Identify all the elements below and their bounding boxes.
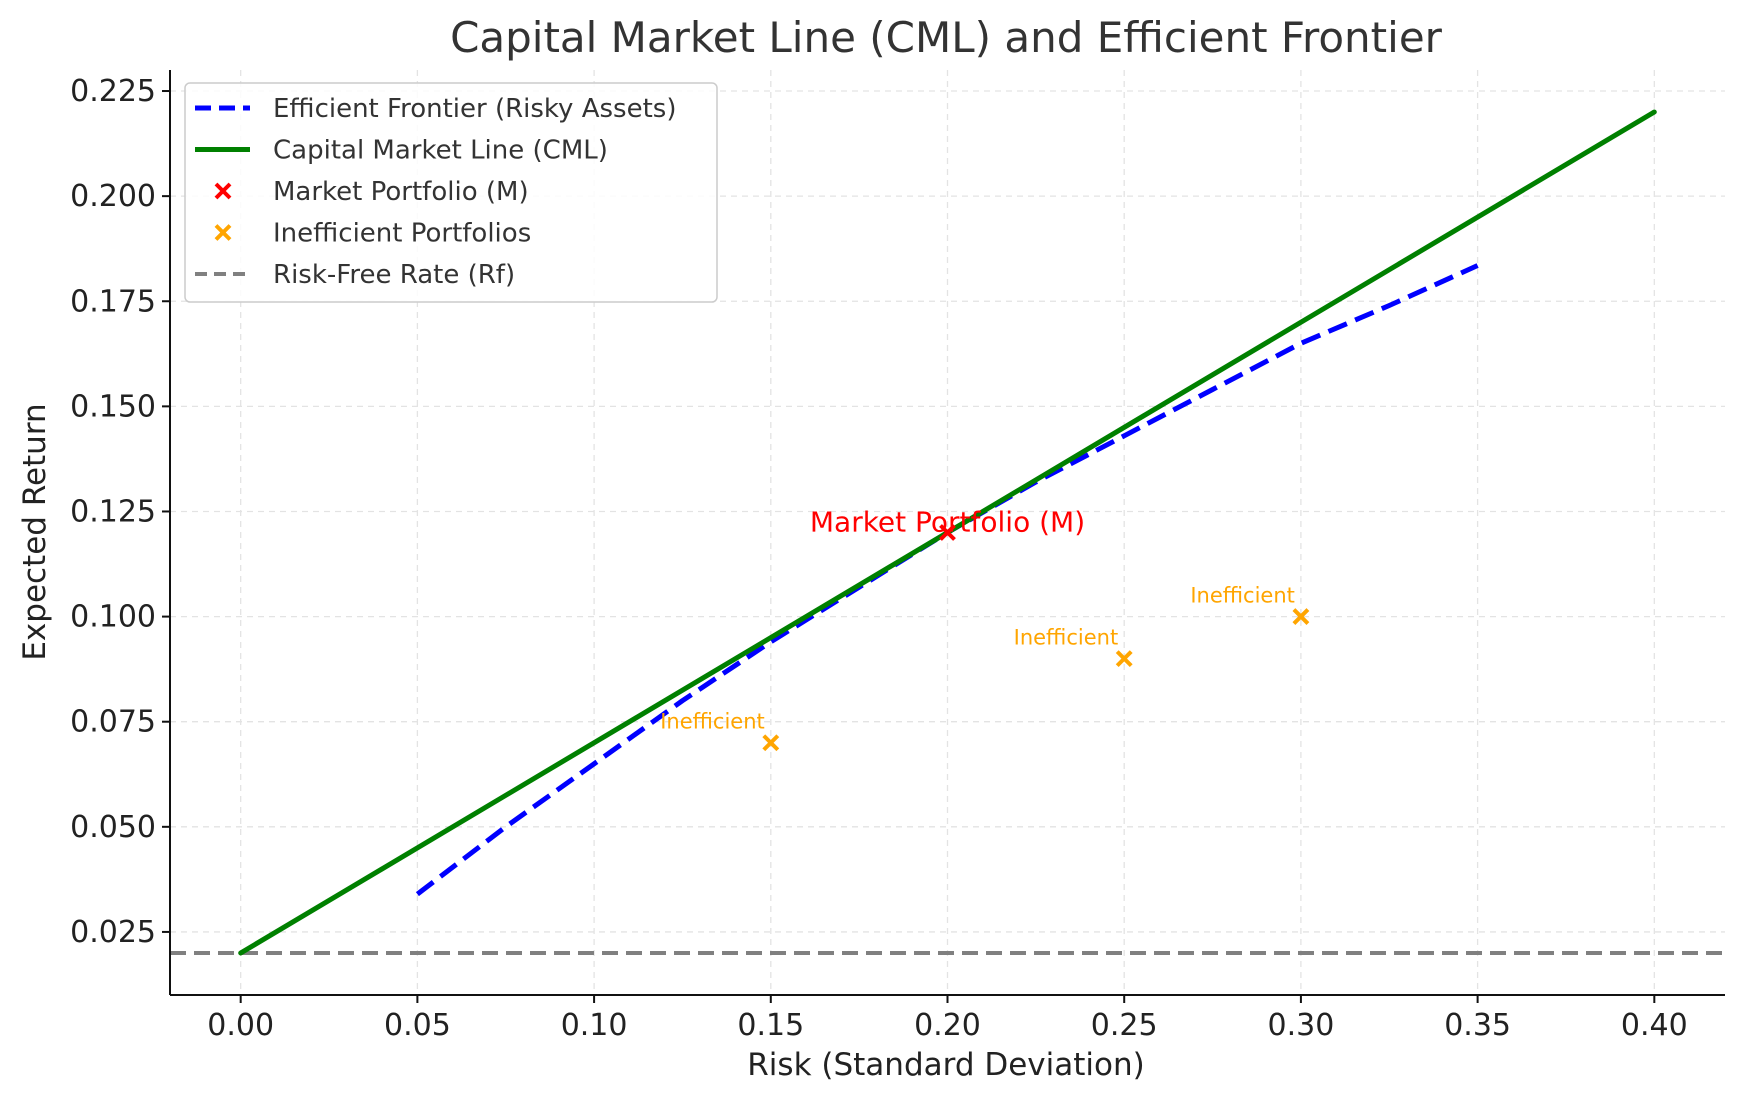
legend-swatch-market-portfolio xyxy=(214,182,232,200)
y-tick-label: 0.125 xyxy=(70,494,156,529)
inefficient-portfolios-marker xyxy=(1292,608,1310,626)
y-axis-label: Expected Return xyxy=(17,403,53,660)
chart-title: Capital Market Line (CML) and Efficient … xyxy=(450,13,1443,62)
y-tick-label: 0.100 xyxy=(70,600,156,635)
y-tick-label: 0.225 xyxy=(70,74,156,109)
y-ticks: 0.025 0.050 0.075 0.100 0.125 0.150 0.175 0.200… xyxy=(70,74,170,950)
legend-label-capital-market-line: Capital Market Line (CML) xyxy=(273,136,608,166)
x-tick-label: 0.10 xyxy=(561,1008,628,1043)
axes: 0.00 0.05 0.10 0.15 0.20 0.25 0.30 0.35 0.40 0.0… xyxy=(70,70,1725,1043)
legend-label-inefficient-portfolios: Inefficient Portfolios xyxy=(273,219,531,249)
y-tick-label: 0.075 xyxy=(70,705,156,740)
legend-item-risk-free-rate: Risk-Free Rate (Rf) xyxy=(195,260,515,290)
legend-label-risk-free-rate: Risk-Free Rate (Rf) xyxy=(273,260,515,290)
series-layer xyxy=(170,109,1725,956)
legend-item-market-portfolio: Market Portfolio (M) xyxy=(214,177,529,207)
legend-item-inefficient-portfolios: Inefficient Portfolios xyxy=(214,219,531,249)
x-tick-label: 0.25 xyxy=(1091,1008,1158,1043)
legend-swatch-inefficient-portfolios xyxy=(214,224,232,241)
x-ticks: 0.00 0.05 0.10 0.15 0.20 0.25 0.30 0.35 0.40 xyxy=(207,995,1688,1043)
inefficient-portfolios-marker xyxy=(762,734,780,752)
legend: Efficient Frontier (Risky Assets) Capital… xyxy=(184,82,718,303)
inefficient-annotation: Inefficient xyxy=(1190,584,1295,608)
inefficient-portfolios-marker xyxy=(1115,650,1133,668)
legend-label-efficient-frontier: Efficient Frontier (Risky Assets) xyxy=(273,94,676,124)
legend-item-capital-market-line: Capital Market Line (CML) xyxy=(195,136,608,166)
plot-area: Market Portfolio (M) Inefficient Inefficie… xyxy=(170,70,1725,995)
y-tick-label: 0.175 xyxy=(70,284,156,319)
x-tick-label: 0.05 xyxy=(384,1008,451,1043)
x-tick-label: 0.40 xyxy=(1621,1008,1688,1043)
market-portfolio-annotation: Market Portfolio (M) xyxy=(810,506,1085,539)
inefficient-annotation: Inefficient xyxy=(1014,626,1119,650)
inefficient-annotation: Inefficient xyxy=(660,710,765,734)
x-tick-label: 0.15 xyxy=(737,1008,804,1043)
legend-box xyxy=(184,82,718,303)
y-tick-label: 0.150 xyxy=(70,389,156,424)
annotation-layer: Market Portfolio (M) Inefficient Inefficie… xyxy=(660,506,1295,734)
y-tick-label: 0.025 xyxy=(70,915,156,950)
x-axis-label: Risk (Standard Deviation) xyxy=(747,1047,1144,1083)
y-tick-label: 0.200 xyxy=(70,179,156,214)
legend-item-efficient-frontier: Efficient Frontier (Risky Assets) xyxy=(195,94,676,124)
x-tick-label: 0.35 xyxy=(1444,1008,1511,1043)
market-portfolio-marker xyxy=(939,524,956,541)
x-tick-label: 0.20 xyxy=(914,1008,981,1043)
legend-label-market-portfolio: Market Portfolio (M) xyxy=(273,177,529,207)
x-tick-label: 0.00 xyxy=(207,1008,274,1043)
x-tick-label: 0.30 xyxy=(1268,1008,1335,1043)
y-tick-label: 0.050 xyxy=(70,810,156,845)
